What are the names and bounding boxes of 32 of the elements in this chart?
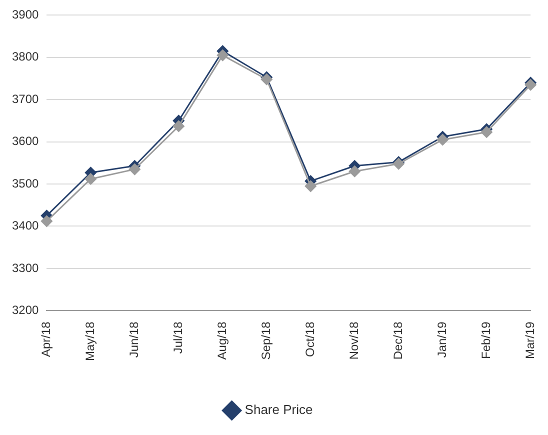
x-tick-label: Dec/18 (390, 321, 405, 360)
y-tick-label: 3400 (12, 218, 40, 233)
y-tick-label: 3300 (12, 260, 40, 275)
y-tick-label: 3800 (12, 50, 40, 64)
point (480, 126, 492, 138)
point (304, 180, 316, 192)
x-tick-label: May/18 (83, 321, 97, 362)
y-tick-label: 3900 (12, 8, 40, 22)
y-tick-label: 3700 (12, 92, 40, 106)
x-tick-label: Jul/18 (170, 321, 185, 354)
x-tick-label: Oct/18 (302, 321, 317, 358)
point (128, 164, 140, 176)
x-tick-label: Sep/18 (258, 321, 273, 360)
y-tick-label: 3600 (12, 134, 40, 148)
x-tick-label: Nov/18 (346, 321, 361, 360)
point (40, 215, 52, 227)
point (524, 79, 536, 91)
x-tick-label: Aug/18 (214, 321, 229, 360)
x-tick-label: Feb/19 (478, 321, 493, 360)
x-tick-label: Apr/18 (39, 321, 54, 358)
point (84, 173, 96, 185)
x-tick-label: Jan/19 (434, 321, 449, 358)
point (436, 134, 448, 146)
point (348, 166, 360, 178)
point (260, 74, 272, 86)
y-tick-label: 3500 (12, 176, 40, 190)
x-tick-label: Mar/19 (522, 321, 537, 360)
point (172, 120, 184, 132)
legend-label: Share Price (244, 402, 313, 418)
point (216, 50, 228, 62)
y-tick-label: 3200 (12, 302, 40, 317)
x-tick-label: Jun/18 (126, 321, 141, 358)
